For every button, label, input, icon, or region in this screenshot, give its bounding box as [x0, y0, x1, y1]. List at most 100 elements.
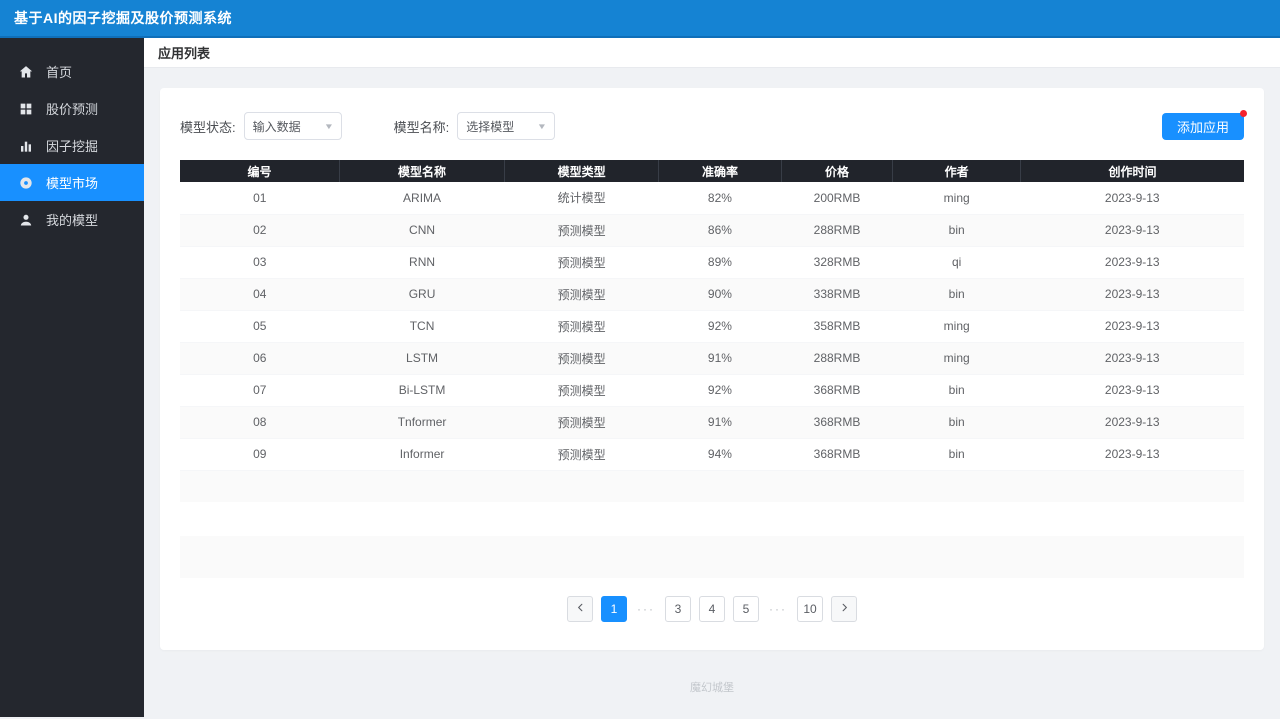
table-cell: 2023-9-13 [1020, 246, 1244, 279]
table-cell: 92% [658, 310, 782, 343]
table-cell: 358RMB [781, 310, 893, 343]
pagination-ellipsis: ··· [769, 602, 787, 616]
main-area: 应用列表 模型状态: 输入数据 ▼ 模型名称: 选择模型 ▼ [144, 38, 1280, 717]
table-cell: Tnformer [339, 406, 505, 439]
table-cell: 91% [658, 342, 782, 375]
sidebar-item-label: 股价预测 [46, 102, 99, 117]
sidebar-item-model-market[interactable]: 模型市场 [0, 164, 144, 201]
table-cell: 06 [180, 342, 340, 375]
sidebar-item-my-models[interactable]: 我的模型 [0, 201, 144, 238]
empty-table-row [180, 502, 1244, 536]
table-cell: ARIMA [339, 182, 505, 215]
table-cell: 338RMB [781, 278, 893, 311]
add-app-button[interactable]: 添加应用 [1161, 109, 1247, 140]
model-name-select[interactable]: 选择模型 ▼ [457, 112, 556, 140]
table-cell: 2023-9-13 [1020, 214, 1244, 247]
table-cell: 预测模型 [504, 214, 659, 247]
next-page-button[interactable] [831, 596, 857, 622]
page-button-5[interactable]: 5 [733, 596, 759, 622]
notification-dot-badge [1240, 109, 1247, 117]
sidebar-item-label: 模型市场 [46, 176, 99, 191]
table-cell: 03 [180, 246, 340, 279]
sidebar: 首页股价预测因子挖掘模型市场我的模型 [0, 38, 144, 717]
table-cell: 统计模型 [504, 182, 659, 215]
table-cell: qi [892, 246, 1021, 279]
sidebar-item-stock-prediction[interactable]: 股价预测 [0, 90, 144, 127]
table-cell: 2023-9-13 [1020, 278, 1244, 311]
table-cell: 预测模型 [504, 406, 659, 439]
app-list-card: 模型状态: 输入数据 ▼ 模型名称: 选择模型 ▼ 添加应用 [160, 88, 1264, 650]
table-cell: 86% [658, 214, 782, 247]
table-cell: 05 [180, 310, 340, 343]
table-cell: LSTM [339, 342, 505, 375]
sidebar-item-label: 因子挖掘 [46, 139, 99, 154]
page-header: 应用列表 [144, 38, 1280, 68]
sidebar-item-home[interactable]: 首页 [0, 53, 144, 90]
table-cell: 90% [658, 278, 782, 311]
empty-table-row [180, 536, 1244, 578]
prev-page-button[interactable] [567, 596, 593, 622]
table-cell: 368RMB [781, 374, 893, 407]
table-cell: ming [892, 310, 1021, 343]
table-cell: 02 [180, 214, 340, 247]
table-row: 03 RNN 预测模型 89% 328RMB qi 2023-9-13 [180, 246, 1244, 279]
table-row: 02 CNN 预测模型 86% 288RMB bin 2023-9-13 [180, 214, 1244, 247]
chevron-down-icon: ▼ [323, 121, 334, 131]
model-name-label: 模型名称: [393, 119, 450, 135]
table-cell: 368RMB [781, 406, 893, 439]
table-cell: 2023-9-13 [1020, 342, 1244, 375]
table-cell: 01 [180, 182, 340, 215]
table-row: 08 Tnformer 预测模型 91% 368RMB bin 2023-9-13 [180, 406, 1244, 439]
table-row: 07 Bi-LSTM 预测模型 92% 368RMB bin 2023-9-13 [180, 374, 1244, 407]
column-header: 价格 [781, 160, 894, 182]
table-cell: 2023-9-13 [1020, 438, 1244, 471]
sidebar-item-factor-mining[interactable]: 因子挖掘 [0, 127, 144, 164]
table-cell: 91% [658, 406, 782, 439]
pagination: 1 ··· 3 4 5 ··· 10 [180, 596, 1244, 622]
table-cell: ming [892, 342, 1021, 375]
page-button-1[interactable]: 1 [601, 596, 627, 622]
column-header: 模型类型 [504, 160, 660, 182]
user-icon [18, 212, 34, 228]
add-app-button-label: 添加应用 [1176, 119, 1229, 135]
table-cell: 92% [658, 374, 782, 407]
column-header: 模型名称 [339, 160, 505, 182]
table-row: 06 LSTM 预测模型 91% 288RMB ming 2023-9-13 [180, 342, 1244, 375]
model-status-label: 模型状态: [180, 119, 236, 135]
pagination-ellipsis: ··· [637, 602, 655, 616]
content: 模型状态: 输入数据 ▼ 模型名称: 选择模型 ▼ 添加应用 [144, 68, 1280, 717]
table-cell: 2023-9-13 [1020, 374, 1244, 407]
table-cell: 2023-9-13 [1020, 310, 1244, 343]
table-cell: 328RMB [781, 246, 893, 279]
table-cell: 94% [658, 438, 782, 471]
page-button-3[interactable]: 3 [665, 596, 691, 622]
table-cell: bin [892, 214, 1021, 247]
page-button-10[interactable]: 10 [797, 596, 823, 622]
empty-table-row [180, 470, 1244, 502]
model-status-value: 输入数据 [252, 119, 301, 134]
table-cell: 04 [180, 278, 340, 311]
table-row: 04 GRU 预测模型 90% 338RMB bin 2023-9-13 [180, 278, 1244, 311]
chevron-down-icon: ▼ [537, 121, 548, 131]
table-cell: 预测模型 [504, 278, 659, 311]
column-header: 编号 [180, 160, 341, 182]
table-cell: 预测模型 [504, 342, 659, 375]
table-cell: 2023-9-13 [1020, 182, 1244, 215]
table-cell: Bi-LSTM [339, 374, 505, 407]
table-cell: 08 [180, 406, 340, 439]
table-cell: 288RMB [781, 214, 893, 247]
page-button-4[interactable]: 4 [699, 596, 725, 622]
table-cell: 07 [180, 374, 340, 407]
table-cell: 82% [658, 182, 782, 215]
table-cell: bin [892, 278, 1021, 311]
table-cell: 09 [180, 438, 340, 471]
table-cell: TCN [339, 310, 505, 343]
table-cell: RNN [339, 246, 505, 279]
sidebar-item-label: 首页 [46, 65, 73, 80]
table-cell: ming [892, 182, 1021, 215]
table-cell: bin [892, 406, 1021, 439]
model-status-select[interactable]: 输入数据 ▼ [243, 112, 342, 140]
table-row: 09 Informer 预测模型 94% 368RMB bin 2023-9-13 [180, 438, 1244, 471]
column-header: 准确率 [658, 160, 782, 182]
table-cell: 预测模型 [504, 438, 659, 471]
